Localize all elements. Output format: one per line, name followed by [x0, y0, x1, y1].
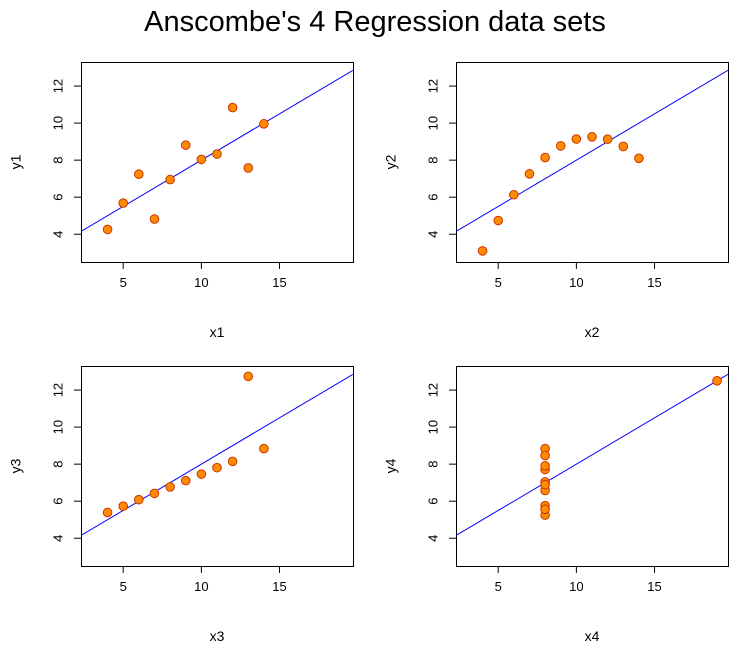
data-point: [540, 450, 550, 461]
x-tick-label: 5: [120, 275, 127, 290]
x-tick-label: 15: [647, 275, 661, 290]
y-tick-label: 6: [50, 498, 65, 505]
data-point: [602, 134, 613, 145]
x-tick-label: 15: [272, 579, 286, 594]
x-tick-label: 5: [120, 579, 127, 594]
y-axis-title: y2: [383, 154, 399, 169]
data-point: [540, 479, 550, 490]
y-tick-label: 12: [50, 79, 65, 93]
data-point: [571, 134, 582, 144]
y-tick-label: 4: [425, 535, 440, 542]
x-tick-label: 10: [194, 579, 208, 594]
data-point: [243, 163, 254, 173]
y-tick-label: 6: [425, 498, 440, 505]
y-axis-title: y4: [383, 458, 399, 473]
x-axis-title: x4: [585, 628, 600, 644]
y-tick-label: 4: [50, 231, 65, 238]
data-point: [180, 475, 191, 486]
regression-line: [456, 373, 728, 536]
data-point: [524, 169, 535, 179]
plot-box: [456, 366, 729, 567]
y-tick-label: 6: [50, 194, 65, 201]
data-point: [618, 141, 629, 152]
x-tick-label: 5: [495, 275, 502, 290]
y-tick-label: 10: [50, 116, 65, 130]
y-tick-label: 12: [50, 383, 65, 397]
y-axis-title: y3: [8, 458, 24, 473]
data-point: [259, 443, 269, 454]
x-tick-label: 15: [272, 275, 286, 290]
data-point: [134, 169, 144, 180]
data-point: [712, 376, 722, 386]
data-point: [165, 482, 175, 492]
y-tick-label: 4: [425, 231, 440, 238]
data-point: [227, 456, 238, 467]
regression-line: [456, 69, 728, 232]
y-tick-label: 10: [425, 420, 440, 434]
x-axis-title: x3: [210, 628, 225, 644]
data-point: [243, 371, 254, 382]
data-point: [102, 224, 113, 235]
y-tick-label: 12: [425, 79, 440, 93]
data-point: [540, 504, 550, 515]
data-point: [540, 152, 550, 163]
x-tick-label: 10: [569, 275, 583, 290]
data-point: [196, 154, 207, 165]
data-point: [118, 198, 129, 208]
data-point: [180, 140, 191, 150]
y-tick-label: 6: [425, 194, 440, 201]
x-tick-label: 15: [647, 579, 661, 594]
x-tick-label: 5: [495, 579, 502, 594]
data-point: [149, 214, 160, 224]
data-point: [555, 141, 566, 151]
data-point: [118, 501, 129, 511]
x-tick-label: 10: [569, 579, 583, 594]
y-tick-label: 12: [425, 383, 440, 397]
data-point: [634, 153, 644, 164]
y-tick-label: 8: [425, 157, 440, 164]
data-point: [212, 462, 222, 473]
x-axis-title: x2: [585, 324, 600, 340]
y-tick-label: 8: [50, 157, 65, 164]
y-tick-label: 4: [50, 535, 65, 542]
data-point: [196, 469, 207, 479]
data-point: [509, 189, 519, 200]
data-point: [134, 494, 144, 505]
y-tick-label: 8: [50, 461, 65, 468]
y-axis-title: y1: [8, 154, 24, 169]
data-point: [493, 215, 504, 226]
data-point: [102, 507, 113, 518]
chart-title: Anscombe's 4 Regression data sets: [144, 6, 606, 38]
data-point: [227, 102, 238, 113]
data-point: [212, 149, 222, 159]
x-tick-label: 10: [194, 275, 208, 290]
data-point: [149, 488, 160, 499]
data-point: [477, 246, 488, 256]
data-point: [587, 132, 597, 142]
data-point: [165, 174, 175, 185]
y-tick-label: 10: [425, 116, 440, 130]
x-axis-title: x1: [210, 324, 225, 340]
y-tick-label: 8: [425, 461, 440, 468]
data-point: [540, 461, 550, 471]
y-tick-label: 10: [50, 420, 65, 434]
data-point: [259, 119, 269, 129]
